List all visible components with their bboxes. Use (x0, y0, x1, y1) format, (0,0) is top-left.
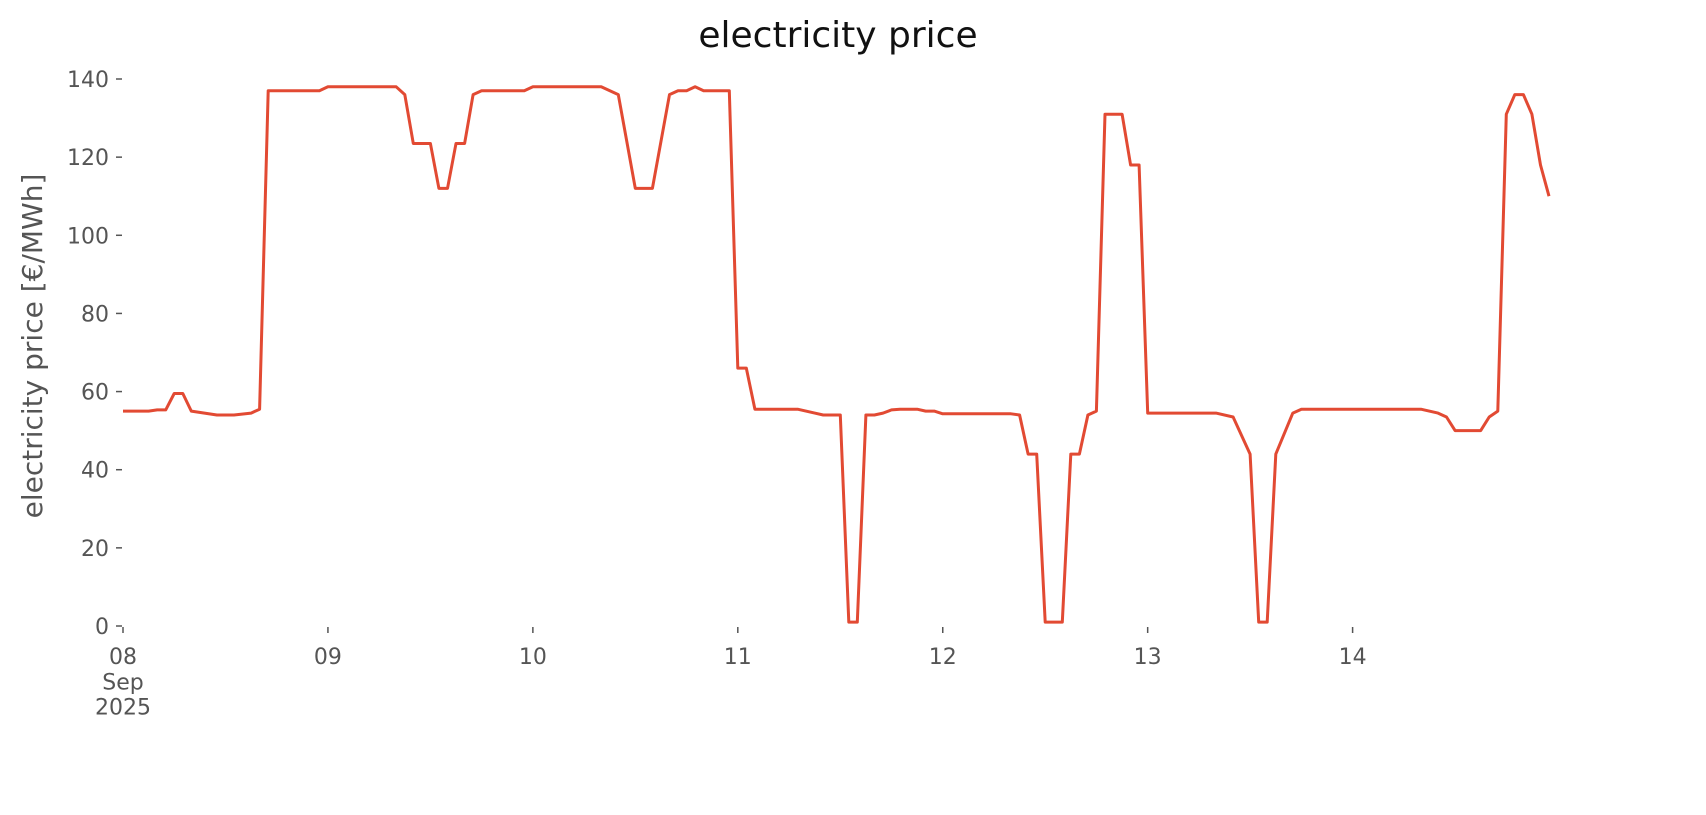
x-tick-label: 11 (724, 645, 752, 670)
y-tick-label: 140 (67, 68, 109, 93)
y-tick-label: 120 (67, 146, 109, 171)
x-tick-label: 10 (519, 645, 547, 670)
price-line (123, 85, 1551, 624)
y-tick-label: 20 (81, 537, 109, 562)
y-tick-label: 80 (81, 302, 109, 327)
y-tick-label: 40 (81, 459, 109, 484)
x-tick-label: 09 (314, 645, 342, 670)
x-tick-label: 08 Sep 2025 (95, 645, 151, 721)
y-tick-label: 60 (81, 381, 109, 406)
y-tick-label: 100 (67, 224, 109, 249)
x-tick-label: 12 (929, 645, 957, 670)
y-tick-label: 0 (95, 615, 109, 640)
x-tick-label: 13 (1134, 645, 1162, 670)
x-tick-label: 14 (1339, 645, 1367, 670)
chart-title: electricity price (698, 15, 977, 56)
y-axis-label: electricity price [€/MWh] (16, 174, 49, 519)
